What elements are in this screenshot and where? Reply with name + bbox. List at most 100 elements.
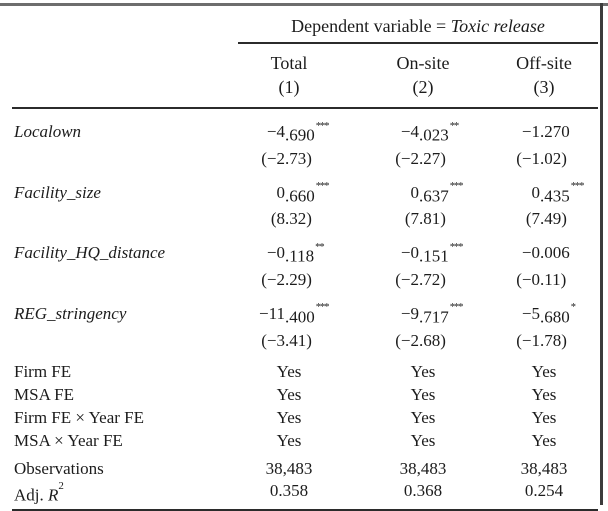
coef-cell-col2-frac: .637*** [419, 181, 464, 206]
tstat-cell-col2-int: (−2 [395, 330, 419, 350]
coefficient-block: Localown −4.690*** −4.023** −1.270 (−2.73) (−… [12, 109, 598, 170]
tstat-cell-col3-int: (−0 [516, 269, 540, 289]
coef-cell-col2: −4.023** [356, 120, 490, 147]
coef-cell-col3-int: −5 [521, 303, 540, 323]
coef-cell-col1-int: −11 [259, 303, 285, 323]
fixed-effects-row-label: MSA × Year FE [14, 430, 123, 450]
column-header-2: On-site (2) [356, 44, 490, 107]
fixed-effects-row-label: MSA FE [14, 384, 74, 404]
tstat-cell-col3-int: (−1 [516, 148, 540, 168]
coef-cell-col1-int: 0 [276, 182, 286, 202]
coef-cell-col1-frac: .400*** [285, 302, 329, 327]
table-header-spanner-row: Dependent variable = Toxic release [12, 6, 598, 44]
fixed-effects-row: MSA × Year FE Yes Yes Yes [12, 429, 598, 452]
coef-cell-col3: −0.006 [490, 241, 598, 268]
coefficient-block: REG_stringency −11.400*** −9.717*** −5.680*… [12, 291, 598, 352]
tstat-cell-col2-int: (7 [404, 209, 419, 229]
tstat-cell-col1-frac: .29) [285, 269, 312, 289]
coef-cell-col3-int: 0 [531, 182, 541, 202]
column-number: (3) [533, 77, 555, 97]
variable-label: Facility_size [14, 182, 101, 202]
column-name: On-site [396, 53, 450, 73]
statistic-row-value-col1: 38,483 [265, 458, 313, 478]
tstat-row: (8.32) (7.81) (7.49) [12, 207, 598, 230]
tstat-cell-col1-frac: .32) [285, 209, 312, 229]
statistic-row: Adj. R2 0.358 0.368 0.254 [12, 480, 598, 507]
regression-table: Dependent variable = Toxic release Total… [12, 6, 598, 511]
significance-stars: *** [315, 120, 330, 132]
coef-cell-col1-int: −0 [266, 243, 285, 263]
significance-stars: ** [315, 241, 324, 253]
fixed-effects-row-value-col3: Yes [531, 384, 557, 404]
fixed-effects-row: Firm FE Yes Yes Yes [12, 360, 598, 383]
variable-label: REG_stringency [14, 303, 127, 323]
tstat-cell-col2: (7.81) [356, 207, 490, 230]
tstat-cell-col3: (7.49) [490, 207, 598, 230]
coef-cell-col2: 0.637*** [356, 181, 490, 208]
column-header-row: Total (1) On-site (2) Off-site (3) [12, 44, 598, 107]
coef-cell-col1-frac: .660*** [285, 181, 329, 206]
coefficient-row: Localown −4.690*** −4.023** −1.270 [12, 120, 598, 147]
tstat-cell-col1-int: (−2 [261, 148, 285, 168]
tstat-cell-col3-int: (7 [525, 209, 540, 229]
tstat-cell-col3: (−1.78) [490, 329, 598, 352]
tstat-cell-col1: (8.32) [222, 207, 356, 230]
coefficient-block: Facility_HQ_distance −0.118** −0.151*** −0.… [12, 230, 598, 291]
coef-cell-col1-frac: .118** [285, 241, 325, 266]
coef-cell-col1: −4.690*** [222, 120, 356, 147]
tstat-cell-col3-frac: .49) [540, 209, 567, 229]
tstat-label-spacer [12, 147, 222, 170]
coef-cell-col3-frac: .270 [540, 122, 570, 141]
tstat-cell-col2-frac: .27) [419, 148, 446, 168]
coef-cell-col3: −5.680* [490, 302, 598, 329]
fixed-effects-row-value-col1: Yes [276, 407, 302, 427]
coef-cell-col2-frac: .023** [419, 120, 459, 145]
fixed-effects-row-value-col3: Yes [531, 407, 557, 427]
tstat-label-spacer [12, 329, 222, 352]
statistics-section: Observations 38,483 38,483 38,483 Adj. R2 0.3… [12, 458, 598, 507]
statistic-row-value-col1: 0.358 [269, 480, 309, 500]
tstat-cell-col3-frac: .02) [540, 148, 567, 168]
statistic-row-value-col2: 38,483 [399, 458, 447, 478]
fixed-effects-row-value-col2: Yes [410, 361, 436, 381]
coef-cell-col1: 0.660*** [222, 181, 356, 208]
significance-stars: *** [449, 181, 464, 193]
tstat-cell-col3-frac: .11) [540, 269, 567, 289]
coef-cell-col2-frac: .151*** [419, 241, 464, 266]
statistic-row-value-col2: 0.368 [403, 480, 443, 500]
coef-cell-col2-int: −9 [400, 303, 419, 323]
fixed-effects-row-value-col2: Yes [410, 407, 436, 427]
fixed-effects-section: Firm FE Yes Yes Yes MSA FE Yes Yes Yes Firm FE ×… [12, 360, 598, 452]
coef-cell-col2-frac: .717*** [419, 302, 464, 327]
tstat-row: (−3.41) (−2.68) (−1.78) [12, 329, 598, 352]
coef-cell-col2-int: 0 [410, 182, 420, 202]
variable-label: Localown [14, 122, 82, 141]
coef-cell-col3-int: −0 [521, 243, 540, 263]
dependent-variable-name: Toxic release [450, 16, 545, 36]
tstat-row: (−2.73) (−2.27) (−1.02) [12, 147, 598, 170]
tstat-label-spacer [12, 268, 222, 291]
fixed-effects-row-value-col3: Yes [531, 430, 557, 450]
tstat-cell-col2: (−2.68) [356, 329, 490, 352]
coef-cell-col2-int: −4 [400, 122, 419, 141]
coefficient-row: REG_stringency −11.400*** −9.717*** −5.680* [12, 302, 598, 329]
coef-cell-col1: −0.118** [222, 241, 356, 268]
coef-cell-col1-int: −4 [266, 122, 285, 141]
r-squared-exponent: 2 [58, 479, 64, 492]
statistic-row-value-col3: 38,483 [520, 458, 568, 478]
r-symbol: R [48, 485, 59, 505]
fixed-effects-row-value-col1: Yes [276, 384, 302, 404]
coef-cell-col3-frac: .006 [540, 243, 570, 263]
coef-cell-col1-frac: .690*** [285, 120, 330, 145]
header-spacer [12, 44, 222, 107]
figure-top-border [0, 3, 608, 6]
column-number: (1) [278, 77, 300, 97]
tstat-cell-col1-int: (8 [270, 209, 285, 229]
tstat-cell-col1: (−2.29) [222, 268, 356, 291]
fixed-effects-row: Firm FE × Year FE Yes Yes Yes [12, 406, 598, 429]
significance-stars: *** [449, 302, 464, 314]
significance-stars: *** [449, 241, 464, 253]
spanner-prefix: Dependent variable = [291, 16, 451, 36]
tstat-cell-col3-int: (−1 [516, 330, 540, 350]
